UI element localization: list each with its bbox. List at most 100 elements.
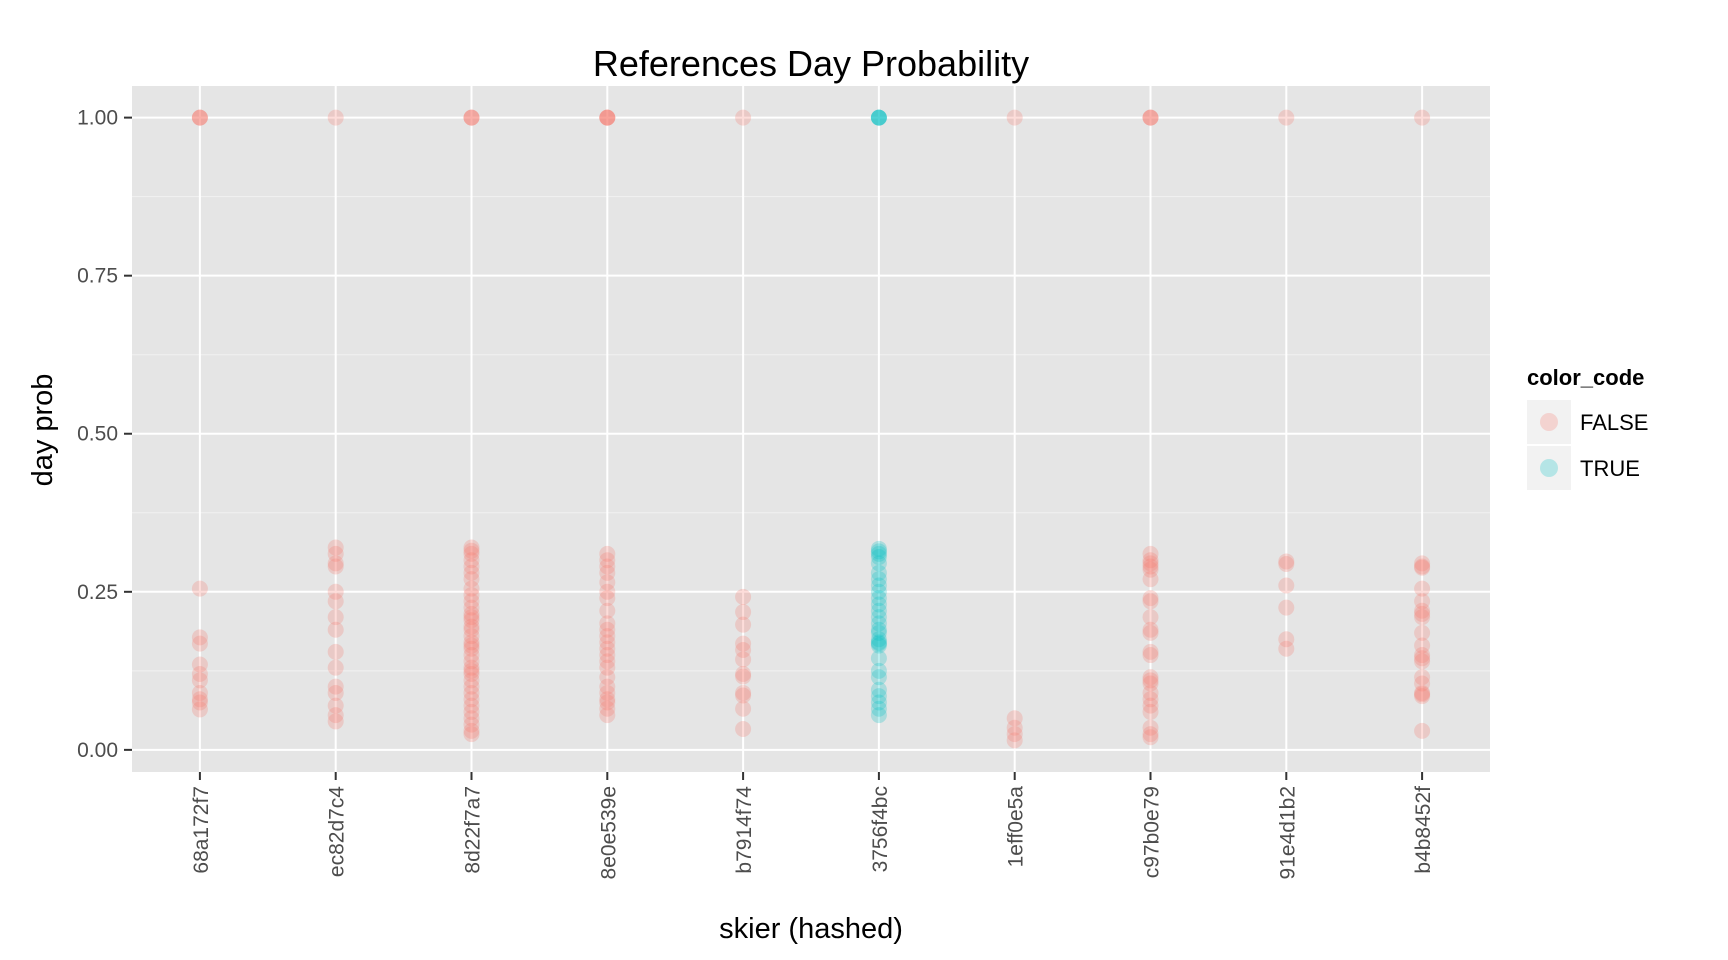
data-point bbox=[463, 684, 480, 701]
data-point bbox=[599, 653, 616, 670]
data-point bbox=[870, 596, 887, 613]
legend-label-true: TRUE bbox=[1580, 456, 1640, 481]
data-point bbox=[870, 637, 887, 654]
legend-title: color_code bbox=[1527, 365, 1644, 390]
data-point bbox=[327, 643, 344, 660]
data-point bbox=[327, 609, 344, 626]
data-point bbox=[1142, 719, 1159, 736]
data-point bbox=[870, 634, 887, 651]
data-point bbox=[1414, 555, 1431, 572]
data-point bbox=[463, 672, 480, 689]
data-point bbox=[463, 637, 480, 654]
data-point bbox=[1414, 688, 1431, 705]
data-point bbox=[463, 618, 480, 635]
data-point bbox=[1278, 577, 1295, 594]
data-point bbox=[1142, 729, 1159, 746]
data-point bbox=[599, 621, 616, 638]
y-tick-label: 0.25 bbox=[77, 581, 118, 604]
data-point bbox=[599, 552, 616, 569]
data-point bbox=[599, 545, 616, 562]
data-point bbox=[599, 684, 616, 701]
data-point bbox=[870, 669, 887, 686]
x-tick-label: 3756f4bc bbox=[869, 786, 892, 872]
data-point bbox=[1278, 553, 1295, 570]
chart-title: References Day Probability bbox=[593, 43, 1029, 84]
legend-label-false: FALSE bbox=[1580, 410, 1648, 435]
data-point bbox=[327, 545, 344, 562]
data-point bbox=[599, 628, 616, 645]
legend-dot-true bbox=[1540, 459, 1558, 477]
data-point bbox=[870, 590, 887, 607]
data-point bbox=[1414, 602, 1431, 619]
data-point bbox=[463, 716, 480, 733]
data-point bbox=[870, 545, 887, 562]
data-point bbox=[463, 109, 480, 126]
data-point bbox=[1142, 109, 1159, 126]
y-tick-label: 1.00 bbox=[77, 107, 118, 130]
data-point bbox=[463, 697, 480, 714]
data-point bbox=[191, 691, 208, 708]
data-point bbox=[1278, 640, 1295, 657]
data-point bbox=[1414, 609, 1431, 626]
data-point bbox=[463, 558, 480, 575]
data-point bbox=[870, 650, 887, 667]
data-point bbox=[463, 564, 480, 581]
data-point bbox=[463, 599, 480, 616]
data-point bbox=[191, 656, 208, 673]
data-point bbox=[1006, 719, 1023, 736]
data-point bbox=[599, 707, 616, 724]
data-point bbox=[1278, 599, 1295, 616]
data-point bbox=[599, 558, 616, 575]
data-point bbox=[599, 109, 616, 126]
data-point bbox=[1142, 571, 1159, 588]
data-point bbox=[1278, 109, 1295, 126]
data-point bbox=[735, 635, 752, 652]
data-point bbox=[1142, 555, 1159, 572]
data-point bbox=[191, 580, 208, 597]
data-point bbox=[327, 707, 344, 724]
data-point bbox=[870, 621, 887, 638]
data-point bbox=[191, 109, 208, 126]
data-point bbox=[463, 640, 480, 657]
data-point bbox=[463, 605, 480, 622]
x-tick-label: c97b0e79 bbox=[1141, 786, 1164, 878]
data-point bbox=[191, 701, 208, 718]
data-point bbox=[870, 583, 887, 600]
data-point bbox=[870, 694, 887, 711]
data-point bbox=[327, 109, 344, 126]
data-point bbox=[1414, 684, 1431, 701]
data-point bbox=[1006, 109, 1023, 126]
data-point bbox=[191, 109, 208, 126]
data-point bbox=[463, 621, 480, 638]
data-point bbox=[735, 666, 752, 682]
x-tick-label: b7914f74 bbox=[733, 786, 756, 874]
data-point bbox=[463, 678, 480, 695]
data-point bbox=[191, 666, 208, 682]
data-point bbox=[599, 700, 616, 717]
data-point bbox=[599, 574, 616, 591]
y-tick-label: 0.00 bbox=[77, 739, 118, 762]
data-point bbox=[1414, 675, 1431, 692]
data-point bbox=[1414, 686, 1431, 703]
data-point bbox=[1142, 545, 1159, 562]
data-point bbox=[735, 604, 752, 621]
data-point bbox=[870, 615, 887, 632]
data-point bbox=[599, 109, 616, 126]
data-point bbox=[1278, 555, 1295, 572]
data-point bbox=[870, 700, 887, 717]
plot-panel bbox=[132, 86, 1490, 772]
data-point bbox=[1414, 558, 1431, 575]
data-point bbox=[327, 684, 344, 701]
data-point bbox=[463, 662, 480, 679]
data-point bbox=[735, 641, 752, 658]
data-point bbox=[870, 549, 887, 566]
data-point bbox=[599, 109, 616, 126]
data-point bbox=[599, 564, 616, 581]
data-point bbox=[1142, 675, 1159, 692]
data-point bbox=[463, 609, 480, 626]
major-gridlines bbox=[132, 86, 1490, 772]
data-point bbox=[1414, 647, 1431, 664]
legend-dot-false bbox=[1540, 413, 1558, 431]
data-points bbox=[191, 109, 1431, 749]
y-tick-label: 0.50 bbox=[77, 423, 118, 446]
